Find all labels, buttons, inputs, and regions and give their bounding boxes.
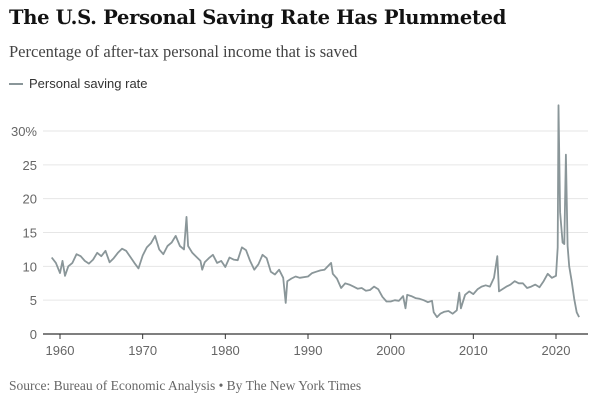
series-line-personal-saving-rate — [50, 104, 580, 318]
legend-label: Personal saving rate — [29, 76, 148, 91]
y-tick-label: 0 — [30, 327, 37, 342]
x-tick-label: 2000 — [376, 343, 405, 358]
x-tick-label: 1980 — [211, 343, 240, 358]
chart-subtitle: Percentage of after-tax personal income … — [9, 42, 358, 61]
y-tick-label: 20 — [23, 192, 37, 207]
legend: Personal saving rate — [9, 76, 148, 91]
chart-title: The U.S. Personal Saving Rate Has Plumme… — [9, 6, 507, 29]
legend-swatch — [9, 82, 23, 85]
x-tick-label: 1970 — [128, 343, 157, 358]
source-note: Source: Bureau of Economic Analysis • By… — [9, 378, 362, 393]
y-tick-label: 30% — [11, 124, 37, 139]
y-tick-label: 5 — [30, 293, 37, 308]
y-tick-label: 15 — [23, 226, 37, 241]
x-tick-label: 2020 — [542, 343, 571, 358]
x-tick-label: 1960 — [46, 343, 75, 358]
y-tick-label: 25 — [23, 158, 37, 173]
x-tick-label: 2010 — [459, 343, 488, 358]
x-tick-label: 1990 — [294, 343, 323, 358]
y-tick-label: 10 — [23, 259, 37, 274]
